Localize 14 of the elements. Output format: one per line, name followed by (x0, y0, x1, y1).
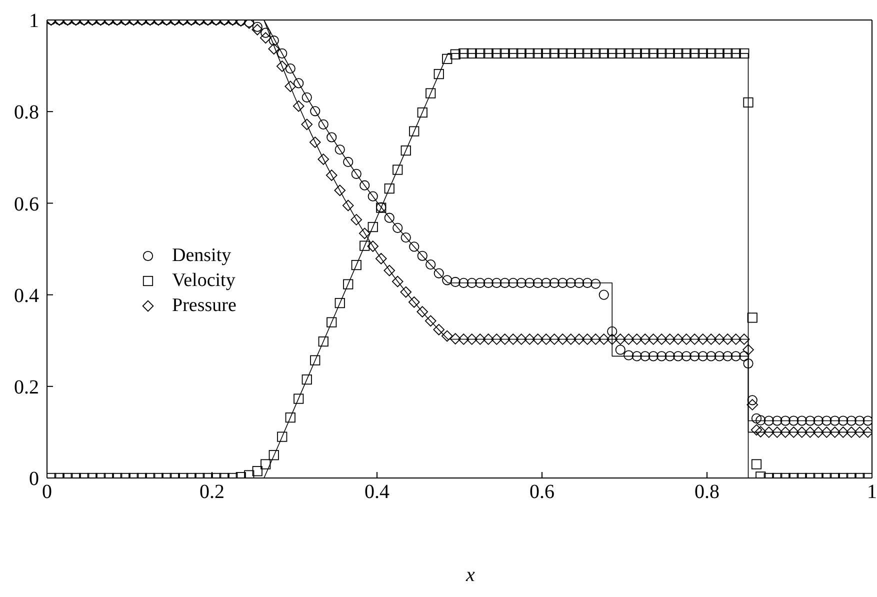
y-tick-label: 1 (29, 10, 39, 32)
y-tick-label: 0.6 (14, 193, 39, 216)
x-tick-label: 0.2 (200, 481, 224, 504)
legend-label: Density (172, 244, 232, 266)
legend-label: Pressure (172, 294, 236, 316)
x-tick-label: 0.6 (530, 481, 554, 504)
legend-label: Velocity (172, 270, 236, 292)
x-axis-title: x (466, 564, 475, 587)
x-tick-label: 1 (867, 481, 877, 504)
x-tick-label: 0.8 (694, 481, 720, 504)
y-tick-label: 0.8 (14, 102, 39, 124)
y-tick-label: 0.4 (14, 284, 39, 307)
x-tick-label: 0.4 (364, 481, 390, 504)
y-tick-label: 0.2 (14, 376, 39, 398)
